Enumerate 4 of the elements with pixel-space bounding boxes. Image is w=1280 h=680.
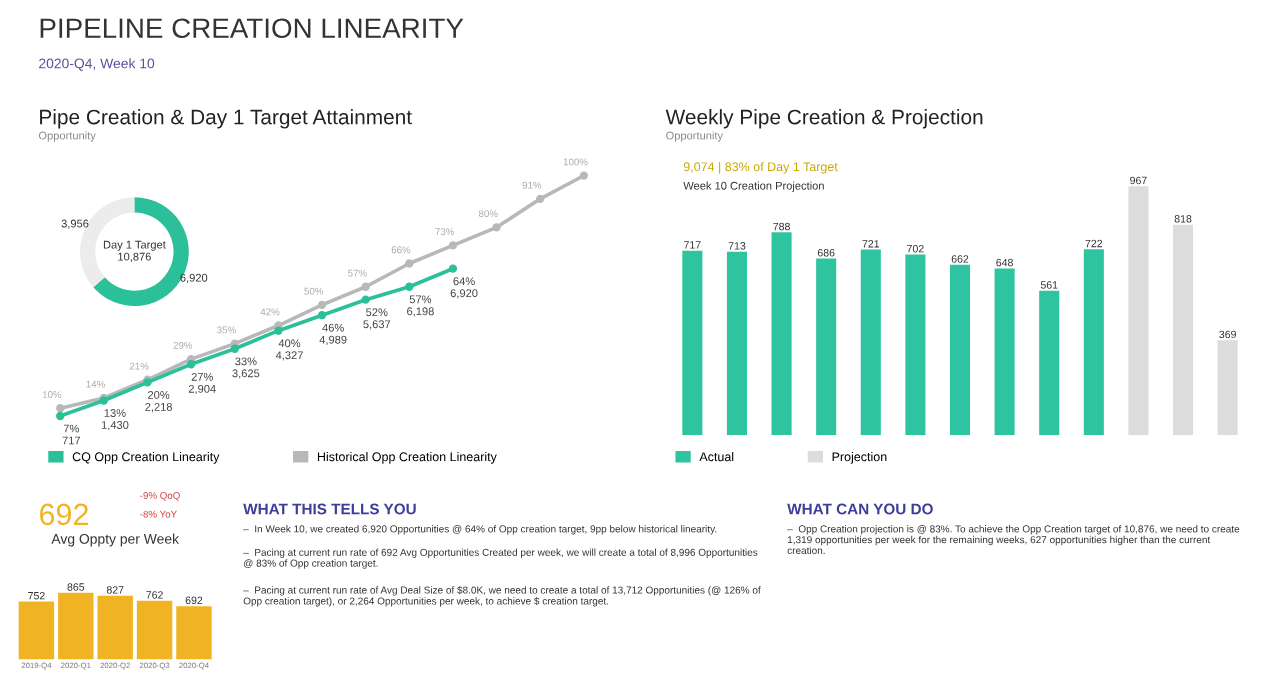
- text: PIPELINE CREATION LINEARITY: [40, 18, 464, 39]
- chart-title: Pipe Creation & Day 1 Target Attainment: [40, 109, 412, 129]
- chart-title: Weekly Pipe Creation & Projection: [665, 109, 983, 129]
- text: 692: [40, 503, 88, 526]
